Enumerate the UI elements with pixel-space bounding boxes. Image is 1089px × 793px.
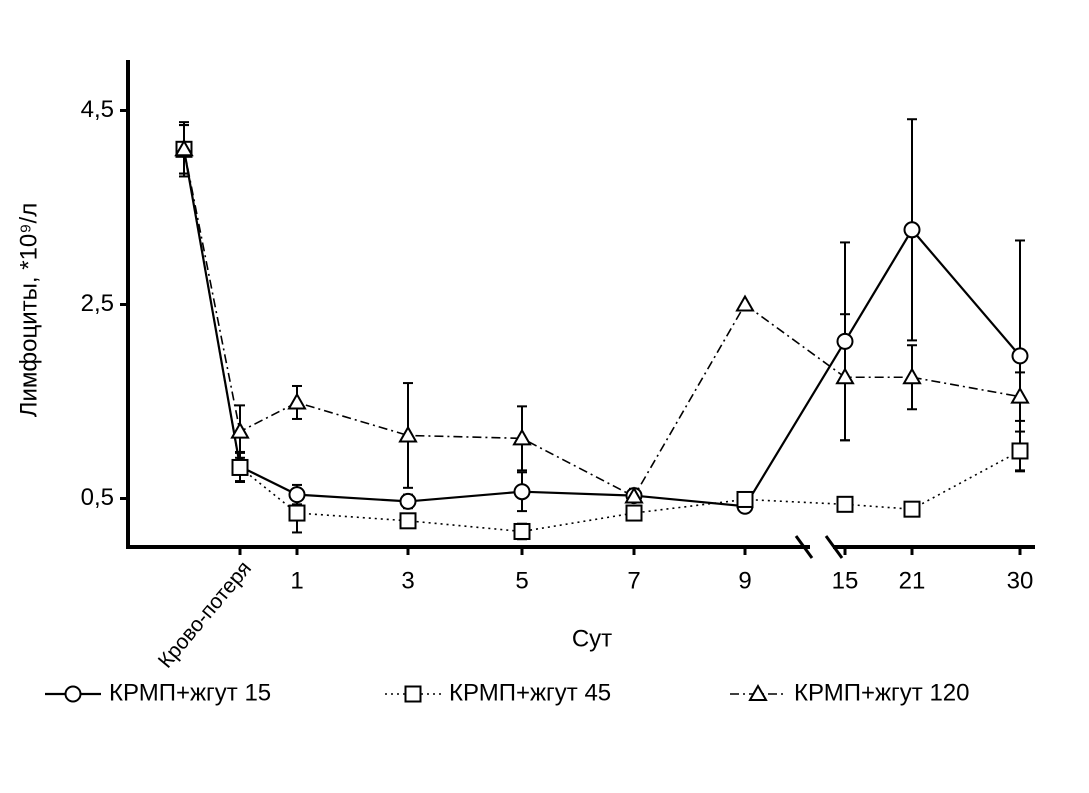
- point: [625, 504, 643, 522]
- point: [1010, 386, 1030, 404]
- point: [399, 512, 417, 530]
- point: [231, 458, 249, 476]
- y-tick-label: 4,5: [81, 96, 114, 123]
- legend-marker: [748, 683, 768, 701]
- series-line: [183, 149, 1021, 498]
- legend-label: КРМП+жгут 15: [109, 679, 271, 706]
- y-tick-label: 2,5: [81, 290, 114, 317]
- point: [903, 500, 921, 518]
- x-tick-label: Крово-потеря: [154, 557, 256, 673]
- legend-marker: [404, 685, 422, 703]
- series-line: [183, 149, 1021, 533]
- point: [513, 483, 531, 501]
- point: [902, 367, 922, 385]
- point: [836, 332, 854, 350]
- axis-break: [794, 535, 814, 559]
- point: [624, 486, 644, 504]
- x-axis-label: Сут: [572, 625, 612, 652]
- x-tick-label: 9: [738, 567, 751, 594]
- x-tick-label: 3: [401, 567, 414, 594]
- legend-marker: [64, 685, 82, 703]
- point: [736, 490, 754, 508]
- point: [903, 221, 921, 239]
- x-tick-label: 21: [899, 567, 926, 594]
- x-tick-label: 1: [290, 567, 303, 594]
- x-tick-label: 15: [832, 567, 859, 594]
- axis-break: [824, 535, 844, 559]
- legend-label: КРМП+жгут 45: [449, 679, 611, 706]
- point: [398, 425, 418, 443]
- point: [836, 495, 854, 513]
- point: [1011, 347, 1029, 365]
- series-line: [182, 149, 1021, 508]
- point: [1011, 442, 1029, 460]
- point: [287, 392, 307, 410]
- point: [288, 486, 306, 504]
- x-tick-label: 30: [1007, 567, 1034, 594]
- point: [512, 428, 532, 446]
- point: [399, 492, 417, 510]
- y-axis-label: Лимфоциты, *10⁹/л: [15, 203, 42, 417]
- point: [735, 294, 755, 312]
- point: [288, 504, 306, 522]
- y-tick-label: 0,5: [81, 484, 114, 511]
- point: [835, 367, 855, 385]
- point: [174, 139, 194, 157]
- point: [513, 522, 531, 540]
- point: [230, 421, 250, 439]
- x-tick-label: 5: [515, 567, 528, 594]
- legend-label: КРМП+жгут 120: [794, 679, 970, 706]
- x-tick-label: 7: [627, 567, 640, 594]
